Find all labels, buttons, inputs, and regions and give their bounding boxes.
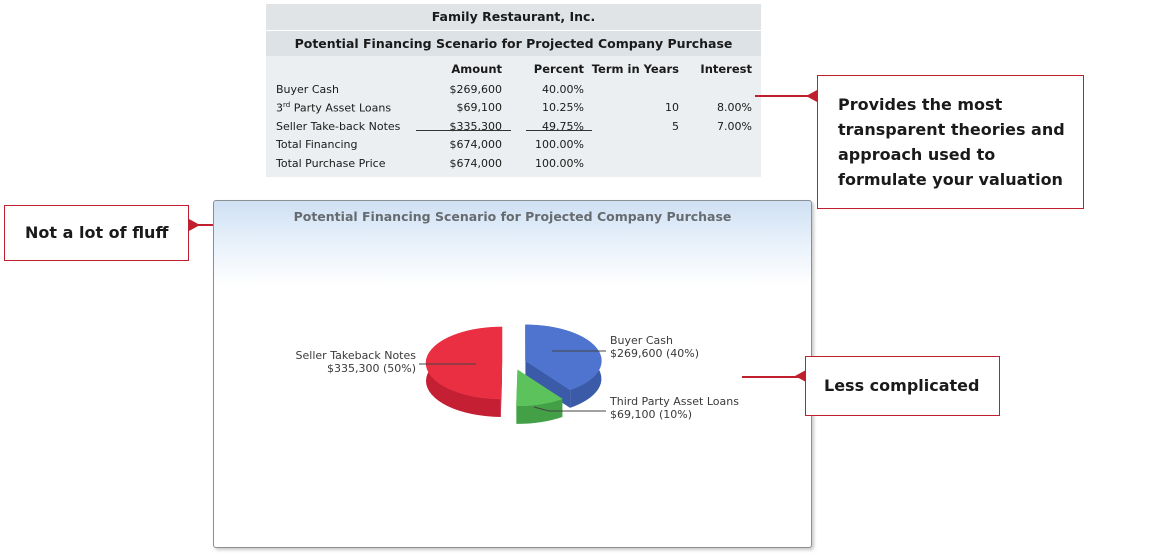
col-header-percent: Percent <box>533 62 584 76</box>
callout-connector-top-right <box>755 95 812 97</box>
pie-chart: Buyer Cash$269,600 (40%) Third Party Asse… <box>296 324 739 424</box>
row-amount: $335,300 <box>449 120 503 133</box>
callout-right: Less complicated <box>805 356 1000 416</box>
row-interest: 8.00% <box>717 101 752 114</box>
pie-slice-buyer-cash <box>525 324 602 391</box>
col-header-term: Term in Years <box>591 62 679 76</box>
row-amount: $269,600 <box>449 83 503 96</box>
percent-underline <box>526 130 592 131</box>
financing-table: Family Restaurant, Inc. Potential Financ… <box>266 4 761 177</box>
chart-panel: Potential Financing Scenario for Project… <box>213 200 812 548</box>
callout-top-right: Provides the most transparent theories a… <box>817 75 1084 209</box>
company-name: Family Restaurant, Inc. <box>266 4 761 31</box>
callout-pointer-top-right <box>806 90 817 102</box>
slice-label: Seller Takeback Notes <box>296 349 417 362</box>
slice-value-label: $269,600 (40%) <box>610 347 699 360</box>
row-percent: 100.00% <box>535 138 584 151</box>
slice-label: Third Party Asset Loans <box>609 395 739 408</box>
row-term: 10 <box>665 101 679 114</box>
row-name: Total Financing <box>276 138 358 151</box>
callout-pointer-left <box>189 219 200 231</box>
row-amount: $69,100 <box>456 101 503 114</box>
slice-value-label: $69,100 (10%) <box>610 408 692 421</box>
row-percent: 100.00% <box>535 157 584 170</box>
callout-left: Not a lot of fluff <box>4 205 189 261</box>
chart-title: Potential Financing Scenario for Project… <box>293 209 732 224</box>
callout-pointer-right <box>795 370 806 382</box>
pie-slice-wall <box>525 360 571 408</box>
row-percent: 40.00% <box>542 83 584 96</box>
col-header-amount: Amount <box>451 62 502 76</box>
row-name: Seller Take-back Notes <box>276 120 401 133</box>
row-term: 5 <box>672 120 679 133</box>
row-name-3rd-party: 3rd Party Asset Loans <box>276 101 392 115</box>
row-amount: $674,000 <box>449 157 503 170</box>
slice-value-label: $335,300 (50%) <box>327 362 416 375</box>
leader-line <box>533 406 606 412</box>
pie-slice-seller-takeback-notes <box>425 326 503 400</box>
row-percent: 49.75% <box>542 120 584 133</box>
amount-underline <box>416 130 511 131</box>
slice-label: Buyer Cash <box>610 334 673 347</box>
table-title: Potential Financing Scenario for Project… <box>266 31 761 56</box>
pie-slice-third-party-asset-loans <box>516 369 563 407</box>
row-name: Total Purchase Price <box>276 157 386 170</box>
callout-connector-right <box>742 376 800 378</box>
col-header-interest: Interest <box>700 62 752 76</box>
row-amount: $674,000 <box>449 138 503 151</box>
row-percent: 10.25% <box>542 101 584 114</box>
row-name: Buyer Cash <box>276 83 339 96</box>
row-interest: 7.00% <box>717 120 752 133</box>
